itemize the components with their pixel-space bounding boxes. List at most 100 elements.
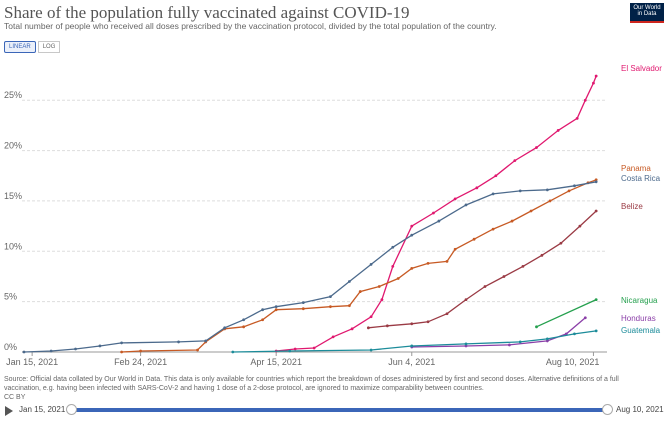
- data-point-panama[interactable]: [358, 290, 362, 293]
- series-line-panama[interactable]: [121, 179, 597, 353]
- data-point-costa-rica[interactable]: [518, 189, 522, 193]
- data-point-el-salvador[interactable]: [535, 146, 538, 149]
- data-point-panama[interactable]: [377, 285, 381, 288]
- data-point-costa-rica[interactable]: [594, 180, 598, 184]
- data-point-honduras[interactable]: [545, 339, 549, 343]
- data-point-belize[interactable]: [594, 209, 598, 213]
- data-point-panama[interactable]: [453, 247, 457, 251]
- data-point-el-salvador[interactable]: [594, 74, 598, 78]
- data-point-honduras[interactable]: [507, 343, 511, 347]
- data-point-el-salvador[interactable]: [410, 224, 414, 228]
- data-point-honduras[interactable]: [464, 344, 468, 348]
- data-point-guatemala[interactable]: [288, 349, 292, 353]
- log-scale-button[interactable]: LOG: [37, 41, 61, 53]
- series-label-honduras[interactable]: Honduras: [621, 314, 656, 323]
- data-point-el-salvador[interactable]: [583, 98, 587, 102]
- data-point-guatemala[interactable]: [518, 340, 522, 344]
- data-point-belize[interactable]: [426, 320, 430, 324]
- data-point-honduras[interactable]: [564, 332, 568, 336]
- data-point-guatemala[interactable]: [464, 342, 468, 346]
- data-point-panama[interactable]: [529, 209, 533, 213]
- data-point-costa-rica[interactable]: [437, 219, 441, 223]
- data-point-panama[interactable]: [548, 199, 552, 203]
- data-point-belize[interactable]: [445, 312, 449, 316]
- data-point-nicaragua[interactable]: [535, 325, 538, 329]
- data-point-el-salvador[interactable]: [369, 315, 373, 319]
- data-point-el-salvador[interactable]: [331, 335, 335, 339]
- series-line-el-salvador[interactable]: [276, 75, 597, 352]
- series-line-honduras[interactable]: [411, 317, 586, 348]
- data-point-panama[interactable]: [120, 350, 124, 354]
- data-point-panama[interactable]: [139, 349, 143, 353]
- data-point-el-salvador[interactable]: [475, 186, 479, 190]
- data-point-el-salvador[interactable]: [380, 298, 384, 302]
- data-point-el-salvador[interactable]: [391, 264, 395, 268]
- data-point-panama[interactable]: [242, 325, 246, 329]
- data-point-costa-rica[interactable]: [369, 262, 373, 266]
- data-point-costa-rica[interactable]: [573, 184, 576, 188]
- play-icon[interactable]: [5, 406, 13, 416]
- data-point-el-salvador[interactable]: [575, 116, 579, 120]
- series-label-belize[interactable]: Belize: [621, 202, 643, 211]
- data-point-costa-rica[interactable]: [177, 340, 180, 344]
- data-point-panama[interactable]: [261, 318, 265, 322]
- data-point-el-salvador[interactable]: [453, 197, 457, 201]
- data-point-belize[interactable]: [410, 322, 414, 326]
- owid-logo[interactable]: Our World in Data: [630, 3, 664, 23]
- data-point-costa-rica[interactable]: [242, 318, 246, 322]
- data-point-costa-rica[interactable]: [347, 280, 351, 283]
- series-line-belize[interactable]: [368, 210, 597, 329]
- data-point-honduras[interactable]: [583, 316, 587, 320]
- data-point-costa-rica[interactable]: [22, 350, 26, 354]
- data-point-panama[interactable]: [567, 189, 571, 193]
- data-point-guatemala[interactable]: [410, 344, 414, 348]
- data-point-costa-rica[interactable]: [274, 305, 278, 309]
- series-line-costa-rica[interactable]: [23, 181, 597, 353]
- data-point-nicaragua[interactable]: [594, 298, 598, 302]
- data-point-costa-rica[interactable]: [98, 344, 102, 348]
- linear-scale-button[interactable]: LINEAR: [4, 41, 36, 53]
- data-point-panama[interactable]: [594, 178, 598, 182]
- data-point-costa-rica[interactable]: [491, 192, 495, 196]
- data-point-panama[interactable]: [472, 237, 476, 241]
- data-point-el-salvador[interactable]: [494, 174, 498, 178]
- data-point-costa-rica[interactable]: [223, 326, 227, 330]
- data-point-costa-rica[interactable]: [120, 341, 124, 345]
- data-point-panama[interactable]: [396, 277, 400, 280]
- data-point-costa-rica[interactable]: [329, 295, 332, 299]
- data-point-el-salvador[interactable]: [513, 159, 517, 163]
- series-line-nicaragua[interactable]: [536, 299, 597, 328]
- data-point-panama[interactable]: [510, 219, 514, 223]
- data-point-el-salvador[interactable]: [556, 129, 560, 132]
- data-point-belize[interactable]: [540, 253, 544, 257]
- data-point-panama[interactable]: [196, 348, 199, 352]
- data-point-costa-rica[interactable]: [301, 301, 305, 305]
- data-point-belize[interactable]: [502, 275, 506, 278]
- data-point-belize[interactable]: [521, 264, 525, 268]
- data-point-panama[interactable]: [445, 259, 449, 263]
- data-point-el-salvador[interactable]: [592, 81, 595, 85]
- series-label-el-salvador[interactable]: El Salvador: [621, 64, 662, 73]
- data-point-guatemala[interactable]: [231, 350, 235, 354]
- data-point-el-salvador[interactable]: [293, 347, 297, 351]
- data-point-panama[interactable]: [329, 305, 332, 309]
- data-point-panama[interactable]: [301, 307, 305, 311]
- data-point-el-salvador[interactable]: [432, 211, 435, 215]
- data-point-panama[interactable]: [426, 261, 430, 265]
- data-point-costa-rica[interactable]: [410, 233, 414, 237]
- data-point-costa-rica[interactable]: [74, 347, 77, 351]
- data-point-costa-rica[interactable]: [391, 245, 395, 249]
- timeline-end-handle[interactable]: [602, 404, 613, 415]
- series-label-panama[interactable]: Panama: [621, 164, 651, 173]
- data-point-costa-rica[interactable]: [545, 188, 549, 192]
- timeline-start-handle[interactable]: [66, 404, 77, 415]
- timeline-track[interactable]: [72, 408, 608, 412]
- data-point-guatemala[interactable]: [573, 332, 576, 336]
- data-point-belize[interactable]: [559, 241, 563, 245]
- data-point-costa-rica[interactable]: [261, 308, 265, 312]
- data-point-belize[interactable]: [385, 324, 389, 328]
- data-point-panama[interactable]: [274, 308, 278, 312]
- data-point-belize[interactable]: [366, 326, 370, 330]
- data-point-belize[interactable]: [464, 298, 468, 302]
- data-point-costa-rica[interactable]: [49, 349, 53, 353]
